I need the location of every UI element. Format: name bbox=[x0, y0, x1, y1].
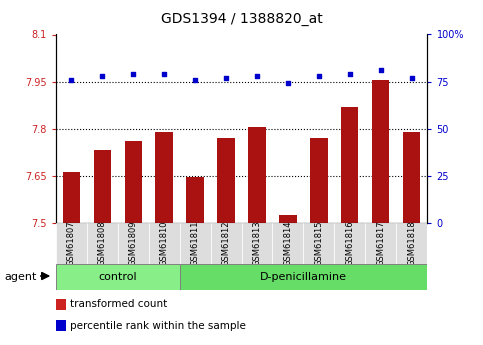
Text: GSM61816: GSM61816 bbox=[345, 220, 355, 266]
Text: transformed count: transformed count bbox=[70, 299, 167, 309]
Point bbox=[222, 75, 230, 80]
FancyBboxPatch shape bbox=[86, 223, 117, 264]
FancyBboxPatch shape bbox=[180, 223, 211, 264]
Point bbox=[191, 77, 199, 82]
Text: GSM61817: GSM61817 bbox=[376, 220, 385, 266]
Text: GSM61818: GSM61818 bbox=[408, 220, 416, 266]
Point bbox=[408, 75, 416, 80]
Text: GSM61810: GSM61810 bbox=[159, 220, 169, 266]
FancyBboxPatch shape bbox=[272, 223, 303, 264]
Bar bbox=[248, 127, 266, 223]
FancyBboxPatch shape bbox=[117, 223, 149, 264]
Point bbox=[315, 73, 323, 79]
Bar bbox=[186, 177, 203, 223]
FancyBboxPatch shape bbox=[366, 223, 397, 264]
Bar bbox=[156, 132, 172, 223]
FancyBboxPatch shape bbox=[56, 223, 86, 264]
Bar bbox=[217, 138, 235, 223]
Point bbox=[346, 71, 354, 77]
FancyBboxPatch shape bbox=[211, 223, 242, 264]
Point bbox=[284, 81, 292, 86]
Text: agent: agent bbox=[5, 272, 37, 282]
Point bbox=[129, 71, 137, 77]
FancyBboxPatch shape bbox=[149, 223, 180, 264]
Text: GSM61813: GSM61813 bbox=[253, 220, 261, 266]
Text: control: control bbox=[98, 272, 137, 282]
FancyBboxPatch shape bbox=[303, 223, 334, 264]
Point bbox=[160, 71, 168, 77]
Bar bbox=[94, 150, 111, 223]
Text: GSM61807: GSM61807 bbox=[67, 220, 75, 266]
Text: GSM61812: GSM61812 bbox=[222, 220, 230, 266]
FancyBboxPatch shape bbox=[56, 264, 180, 290]
Text: D-penicillamine: D-penicillamine bbox=[260, 272, 347, 282]
Bar bbox=[62, 172, 80, 223]
Text: GSM61814: GSM61814 bbox=[284, 220, 293, 266]
Bar bbox=[311, 138, 327, 223]
Text: GSM61809: GSM61809 bbox=[128, 220, 138, 266]
Bar bbox=[341, 107, 358, 223]
Point bbox=[67, 77, 75, 82]
Bar bbox=[372, 80, 389, 223]
FancyBboxPatch shape bbox=[397, 223, 427, 264]
Bar bbox=[280, 215, 297, 223]
Point bbox=[377, 68, 385, 73]
Bar bbox=[403, 132, 421, 223]
Text: GSM61808: GSM61808 bbox=[98, 220, 107, 266]
Text: percentile rank within the sample: percentile rank within the sample bbox=[70, 321, 246, 331]
FancyBboxPatch shape bbox=[180, 264, 427, 290]
FancyBboxPatch shape bbox=[242, 223, 272, 264]
Point bbox=[253, 73, 261, 79]
Text: GSM61811: GSM61811 bbox=[190, 220, 199, 266]
Text: GDS1394 / 1388820_at: GDS1394 / 1388820_at bbox=[161, 12, 322, 26]
FancyBboxPatch shape bbox=[334, 223, 366, 264]
Point bbox=[98, 73, 106, 79]
Text: GSM61815: GSM61815 bbox=[314, 220, 324, 266]
Bar bbox=[125, 141, 142, 223]
